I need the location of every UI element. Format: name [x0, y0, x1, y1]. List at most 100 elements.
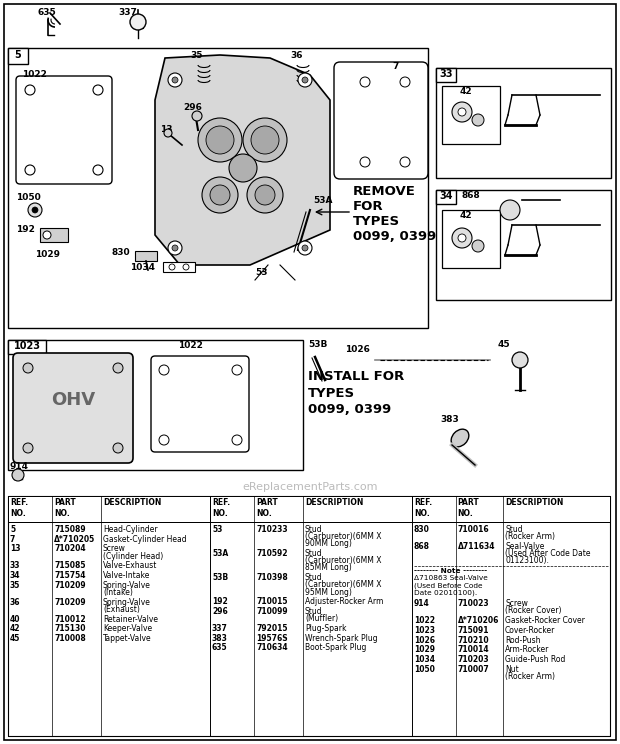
Circle shape [172, 77, 178, 83]
Text: 715130: 715130 [55, 624, 86, 633]
Bar [8, 340, 46, 354]
Text: Adjuster-Rocker Arm: Adjuster-Rocker Arm [305, 597, 383, 606]
Circle shape [172, 245, 178, 251]
Text: 35: 35 [10, 581, 20, 590]
Text: 710016: 710016 [458, 525, 489, 534]
Text: Seal-Valve: Seal-Valve [505, 542, 544, 551]
Text: Δ710863 Seal-Valve: Δ710863 Seal-Valve [414, 575, 488, 581]
Circle shape [210, 185, 230, 205]
FancyBboxPatch shape [334, 62, 428, 179]
Text: 1029: 1029 [35, 250, 60, 259]
Text: 1022: 1022 [22, 70, 47, 79]
Circle shape [472, 114, 484, 126]
Circle shape [302, 77, 308, 83]
Text: 85MM Long): 85MM Long) [305, 563, 352, 572]
Text: Boot-Spark Plug: Boot-Spark Plug [305, 644, 366, 652]
Text: 710023: 710023 [458, 600, 489, 609]
Bar [412, 496, 610, 522]
Text: 715091: 715091 [458, 626, 489, 635]
Text: 40: 40 [10, 615, 20, 623]
Text: 1026: 1026 [345, 345, 370, 354]
Text: 0099, 0399: 0099, 0399 [308, 403, 391, 416]
Circle shape [232, 435, 242, 445]
Circle shape [93, 165, 103, 175]
Circle shape [500, 200, 520, 220]
Text: Tappet-Valve: Tappet-Valve [103, 634, 151, 643]
Circle shape [251, 126, 279, 154]
Circle shape [25, 85, 35, 95]
Circle shape [32, 207, 38, 213]
Text: 53: 53 [255, 268, 267, 277]
Text: Stud: Stud [505, 525, 523, 534]
Circle shape [93, 85, 103, 95]
Circle shape [360, 77, 370, 87]
Ellipse shape [451, 429, 469, 447]
Bar [436, 68, 611, 178]
Text: 830: 830 [112, 248, 131, 257]
Circle shape [452, 228, 472, 248]
Circle shape [298, 73, 312, 87]
Text: 710634: 710634 [257, 644, 288, 652]
Text: Screw: Screw [103, 545, 126, 554]
Text: 36: 36 [290, 51, 303, 60]
Text: Stud: Stud [305, 525, 322, 534]
Text: (Used Before Code: (Used Before Code [414, 583, 482, 589]
Text: 1026: 1026 [414, 635, 435, 644]
Circle shape [169, 264, 175, 270]
Text: TYPES: TYPES [353, 215, 400, 228]
Text: Date 02010100).: Date 02010100). [414, 589, 477, 596]
Bar [436, 68, 456, 82]
Text: 383: 383 [441, 415, 459, 424]
Circle shape [23, 443, 33, 453]
Circle shape [206, 126, 234, 154]
Text: 710209: 710209 [55, 597, 86, 606]
Text: Guide-Push Rod: Guide-Push Rod [505, 655, 565, 664]
Circle shape [12, 469, 24, 481]
Text: (Carburetor)(6MM X: (Carburetor)(6MM X [305, 580, 381, 589]
Text: Stud: Stud [305, 607, 322, 616]
Text: Gasket-Rocker Cover: Gasket-Rocker Cover [505, 616, 585, 625]
Text: Wrench-Spark Plug: Wrench-Spark Plug [305, 634, 378, 643]
Text: Retainer-Valve: Retainer-Valve [103, 615, 158, 623]
Text: 715085: 715085 [55, 561, 86, 571]
Text: 868: 868 [462, 191, 480, 200]
Text: 53: 53 [212, 525, 223, 534]
Text: INSTALL FOR: INSTALL FOR [308, 370, 404, 383]
Text: DESCRIPTION: DESCRIPTION [103, 498, 161, 507]
Text: 53B: 53B [212, 573, 228, 583]
Text: 5: 5 [15, 50, 21, 60]
Text: Valve-Intake: Valve-Intake [103, 571, 150, 580]
Text: 1050: 1050 [414, 664, 435, 674]
Text: Nut: Nut [505, 664, 519, 674]
Text: 95MM Long): 95MM Long) [305, 588, 352, 597]
Text: (Rocker Arm): (Rocker Arm) [505, 672, 555, 681]
Text: 710012: 710012 [55, 615, 86, 623]
Text: 1050: 1050 [16, 193, 41, 202]
Bar [442, 210, 500, 268]
Text: 1034: 1034 [414, 655, 435, 664]
Text: FOR: FOR [353, 200, 384, 213]
Text: Δ711634: Δ711634 [458, 542, 495, 551]
Text: 1022: 1022 [414, 616, 435, 625]
Circle shape [159, 365, 169, 375]
Text: 1023: 1023 [414, 626, 435, 635]
Text: 1023: 1023 [14, 341, 40, 351]
Text: REF.
NO.: REF. NO. [212, 498, 230, 518]
Circle shape [25, 165, 35, 175]
Text: 710007: 710007 [458, 664, 489, 674]
Circle shape [302, 245, 308, 251]
Circle shape [113, 363, 123, 373]
Text: 337: 337 [212, 624, 228, 633]
Text: (Intake): (Intake) [103, 588, 133, 597]
Circle shape [360, 157, 370, 167]
Circle shape [452, 102, 472, 122]
Text: 45: 45 [10, 634, 20, 643]
Text: REF.
NO.: REF. NO. [414, 498, 432, 518]
Bar [135, 251, 157, 261]
Text: 5: 5 [10, 525, 15, 534]
Text: Plug-Spark: Plug-Spark [305, 624, 347, 633]
Text: 53A: 53A [313, 196, 332, 205]
Text: Δ*710205: Δ*710205 [55, 535, 95, 544]
Bar [436, 190, 611, 300]
Text: 710398: 710398 [257, 573, 288, 583]
